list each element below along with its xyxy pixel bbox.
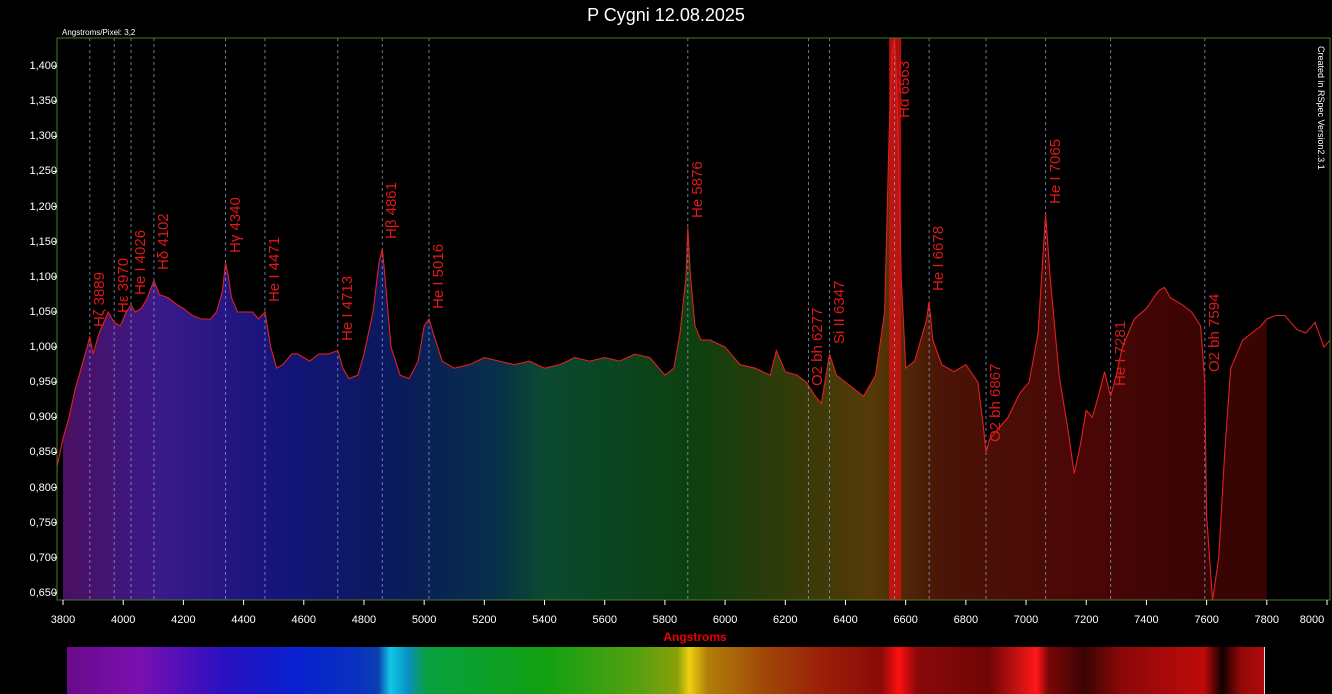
line-marker-label: Hδ 4102	[154, 213, 172, 271]
line-marker-label: He I 7065	[1046, 138, 1064, 204]
line-marker-label: Hγ 4340	[226, 196, 244, 253]
line-marker-label: Si II 6347	[830, 280, 848, 345]
y-tick-label: 1,050	[29, 305, 57, 318]
x-tick-label: 7200	[1073, 614, 1099, 626]
plot-frame	[56, 37, 1331, 601]
x-tick-label: 5000	[411, 614, 437, 626]
line-marker-label: He I 7281	[1111, 321, 1129, 387]
line-marker-label: O2 bh 7594	[1205, 293, 1223, 373]
x-tick-label: 7600	[1194, 614, 1219, 626]
x-tick-label: 6000	[712, 614, 738, 626]
x-axis-label: Angstroms	[663, 630, 727, 644]
x-tick-label: 5200	[472, 614, 497, 626]
x-tick-label: 5400	[532, 614, 557, 626]
line-marker-label: He I 4471	[265, 236, 283, 302]
y-tick-label: 0,850	[29, 446, 57, 459]
x-tick-label: 5800	[652, 614, 678, 626]
band-end-marker	[1264, 647, 1265, 694]
y-tick-label: 0,800	[29, 481, 57, 494]
y-tick-label: 1,200	[29, 200, 57, 213]
line-marker-label: He I 6678	[930, 226, 948, 292]
x-tick-label: 4200	[171, 614, 196, 626]
x-tick-label: 3800	[50, 614, 76, 626]
dispersion-note: Angstroms/Pixel: 3,2	[62, 28, 136, 37]
line-marker-label: Hβ 4861	[383, 181, 401, 239]
reference-color-band	[67, 647, 1264, 694]
y-tick-label: 1,150	[29, 235, 57, 248]
line-marker-label: He I 4713	[338, 275, 356, 341]
x-tick-label: 4600	[291, 614, 316, 626]
y-tick-label: 1,250	[29, 165, 57, 178]
line-marker-label: O2 bh 6867	[987, 364, 1005, 443]
y-tick-label: 1,300	[29, 130, 57, 143]
y-tick-label: 0,900	[29, 411, 57, 424]
x-tick-label: 7000	[1013, 614, 1039, 626]
x-tick-label: 8000	[1299, 614, 1325, 626]
line-marker-label: He I 4026	[132, 229, 150, 295]
line-marker-label: He I 5016	[429, 243, 447, 309]
y-tick-label: 0,700	[29, 551, 57, 564]
y-tick-label: 0,750	[29, 516, 57, 529]
line-marker-label: Hα 6563	[895, 60, 913, 118]
chart-title: P Cygni 12.08.2025	[587, 5, 745, 25]
x-tick-label: 6600	[893, 614, 918, 626]
y-tick-label: 0,950	[29, 376, 57, 389]
x-tick-label: 7800	[1254, 614, 1280, 626]
x-tick-label: 6400	[833, 614, 858, 626]
line-marker-label: He 5876	[688, 160, 706, 218]
line-marker-label: O2 bh 6277	[809, 307, 827, 387]
y-tick-label: 1,350	[29, 95, 57, 108]
y-tick-label: 1,400	[29, 60, 57, 73]
x-tick-label: 7400	[1134, 614, 1159, 626]
spectrum-fill	[63, 38, 1267, 600]
y-tick-label: 0,650	[29, 586, 57, 599]
x-tick-label: 6200	[773, 614, 798, 626]
x-tick-label: 4000	[110, 614, 136, 626]
spectrum-line	[57, 38, 1330, 600]
line-marker-label: Hε 3970	[115, 257, 133, 313]
y-tick-label: 1,000	[29, 341, 57, 354]
line-marker-label: Hζ 3889	[90, 271, 108, 327]
y-tick-label: 1,100	[29, 270, 57, 283]
h-alpha-highlight	[889, 38, 902, 600]
x-tick-label: 5600	[592, 614, 617, 626]
x-tick-label: 6800	[953, 614, 979, 626]
x-tick-label: 4400	[231, 614, 256, 626]
x-tick-label: 4800	[351, 614, 377, 626]
